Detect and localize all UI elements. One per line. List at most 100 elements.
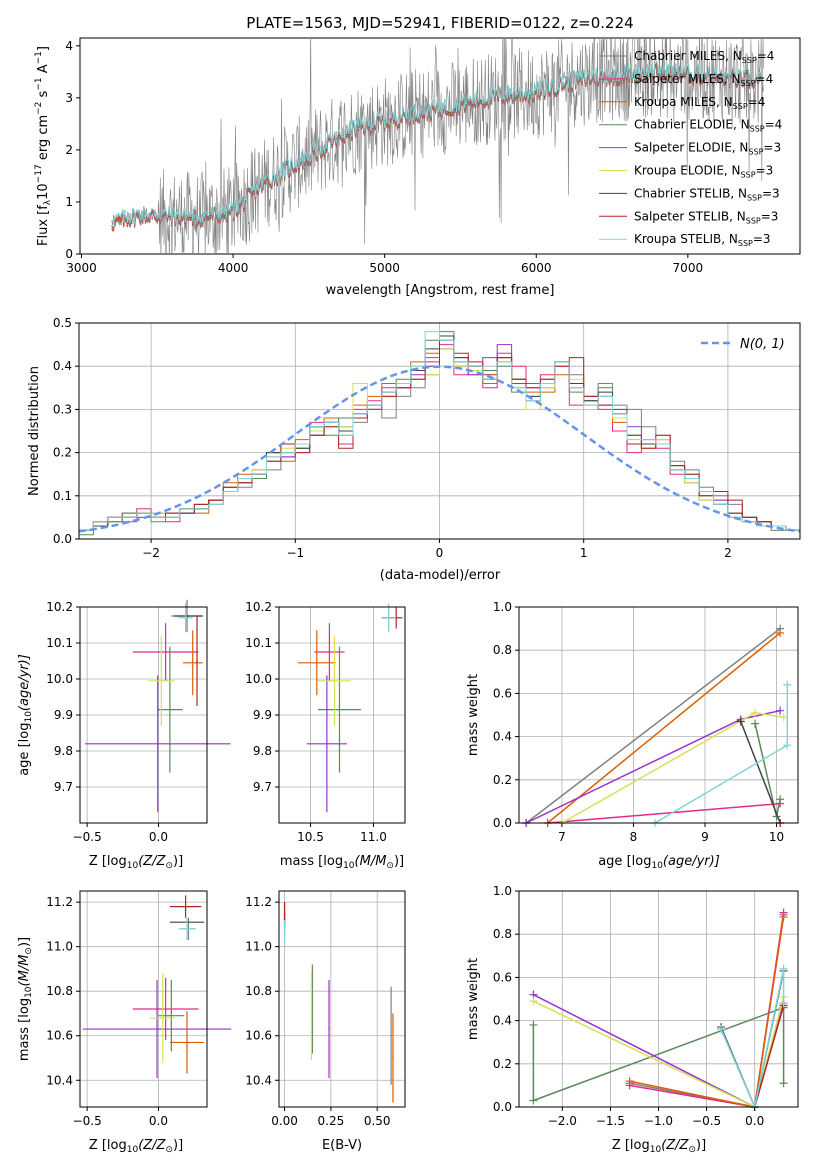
data-point [186,928,188,930]
legend-label-base: Kroupa STELIB, N [634,232,738,246]
data-point [186,1041,188,1044]
x-tick-label: −0.5 [73,830,102,844]
x-tick-label: −1.0 [644,1114,673,1128]
age-vs-mass-panel: 10.5 11.0 9.7 9.8 9.9 10.0 10.1 10.2 mass [log1… [245,600,406,871]
plus-marker [776,628,785,637]
legend-label-base: Kroupa ELODIE, N [634,164,741,178]
legend-label-end: =3 [753,232,771,246]
mass-z-y-label: mass [log10(M/M⊙)] [17,937,34,1061]
plus-marker [751,719,760,728]
legend-label-sub: SSP [741,171,756,180]
weight-vs-age-panel: 7 8 9 10 0.0 0.2 0.4 0.6 0.8 1.0 age [log10(age/y… [466,600,799,871]
y-tick-label: 9.9 [253,708,272,722]
weight-age-plot-frame [518,606,799,824]
age-mass-axes: 10.5 11.0 9.7 9.8 9.9 10.0 10.1 10.2 [245,600,387,844]
histogram-x-label: (data-model)/error [380,568,501,583]
legend-label: Salpeter ELODIE, NSSP=3 [634,141,781,157]
data-point [169,708,171,711]
legend-label-end: =4 [748,95,766,109]
legend-label: Salpeter MILES, NSSP=4 [634,72,773,88]
data-point [156,743,159,745]
legend-label: Salpeter STELIB, NSSP=3 [634,209,778,225]
legend-label-sub: SSP [750,125,765,134]
legend-label-sub: SSP [738,239,753,248]
weight-age-lines [522,624,792,827]
weight-series-9 [720,968,785,1110]
legend-label-sub: SSP [742,56,757,65]
mass-ebv-plot-frame [278,890,406,1108]
y-tick-label: 10.8 [245,984,272,998]
legend-label-base: Kroupa MILES, N [634,95,733,109]
histogram-axes: −2 −1 0 1 2 0.0 0.1 0.2 0.3 0.4 0.5 [53,316,732,560]
y-tick-label: 0.5 [53,316,72,330]
y-tick-label: 10.4 [46,1073,73,1087]
legend-label-end: =4 [765,118,783,132]
data-point [156,1028,158,1030]
data-point [160,680,163,682]
weight-z-y-label: mass weight [466,958,481,1040]
age-mass-grid [279,606,405,823]
y-tick-label: 0 [65,247,73,261]
mass-z-points [82,895,232,1079]
y-tick-label: 1 [65,195,73,209]
x-tick-label: 0.0 [149,830,168,844]
normal-distribution-curve [78,365,801,533]
age-mass-x-label: mass [log10(M/M⊙)] [280,854,404,871]
y-tick-label: 0.0 [53,532,72,546]
x-tick-label: 9 [701,830,709,844]
data-point [326,743,328,745]
y-tick-label: 0.6 [493,970,512,984]
histogram-series-9 [79,331,800,531]
age-z-grid [80,606,207,823]
y-tick-label: 0.1 [53,489,72,503]
plus-marker [783,680,792,689]
legend-label-end: =3 [763,141,781,155]
data-point [164,1008,167,1010]
y-tick-label: 11.0 [245,940,272,954]
age-mass-points [297,603,403,813]
plus-marker [779,912,788,921]
y-tick-label: 0.2 [493,773,512,787]
legend-label-end: =3 [756,164,774,178]
x-tick-label: 11.0 [360,830,387,844]
x-tick-label: 4000 [218,261,249,275]
weight-age-y-label: mass weight [466,674,481,756]
spectrum-plot-frame [79,37,801,255]
x-tick-label: 10.5 [297,830,324,844]
plus-marker [717,1025,726,1034]
legend-label: Kroupa ELODIE, NSSP=3 [634,164,773,180]
y-tick-label: 10.6 [245,1029,272,1043]
legend-label: Kroupa MILES, NSSP=4 [634,95,765,111]
legend-label-base: Chabrier STELIB, N [634,186,747,200]
mass-z-axes: −0.5 0.0 10.4 10.6 10.8 11.0 11.2 [46,895,168,1128]
y-tick-label: 2 [65,143,73,157]
data-point [392,1057,394,1059]
histogram-series-group [79,331,800,536]
spectrum-data-line [111,38,764,254]
data-point [316,662,318,664]
y-tick-label: 1.0 [493,884,512,898]
weight-age-axes: 7 8 9 10 0.0 0.2 0.4 0.6 0.8 1.0 [493,600,784,844]
x-tick-label: −0.5 [692,1114,721,1128]
y-tick-label: 10.2 [245,600,272,614]
weight-series-8 [753,1005,785,1108]
legend-label: Chabrier MILES, NSSP=4 [634,49,774,65]
legend-label-sub: SSP [747,193,762,202]
residual-histogram-panel: −2 −1 0 1 2 0.0 0.1 0.2 0.3 0.4 0.5 N(0, 1) (data-… [27,316,801,583]
age-z-y-label: age [log10(age/yr)] [17,654,34,776]
weight-series-3 [547,632,781,824]
spectrum-panel: 3000 4000 5000 6000 7000 0 1 2 3 4 Chabrier MILES… [34,37,801,298]
legend-label: Chabrier ELODIE, NSSP=4 [634,118,782,134]
plus-marker [779,964,788,973]
legend-label-sub: SSP [748,148,763,157]
age-z-points [84,599,231,813]
x-tick-label: 0.00 [271,1114,298,1128]
mass-z-plot-frame [79,890,208,1108]
y-tick-label: 0.2 [493,1057,512,1071]
y-tick-label: 9.7 [253,780,272,794]
data-point [187,615,190,617]
data-point [184,617,187,619]
legend-label-end: =4 [756,72,774,86]
y-tick-label: 9.7 [54,780,73,794]
